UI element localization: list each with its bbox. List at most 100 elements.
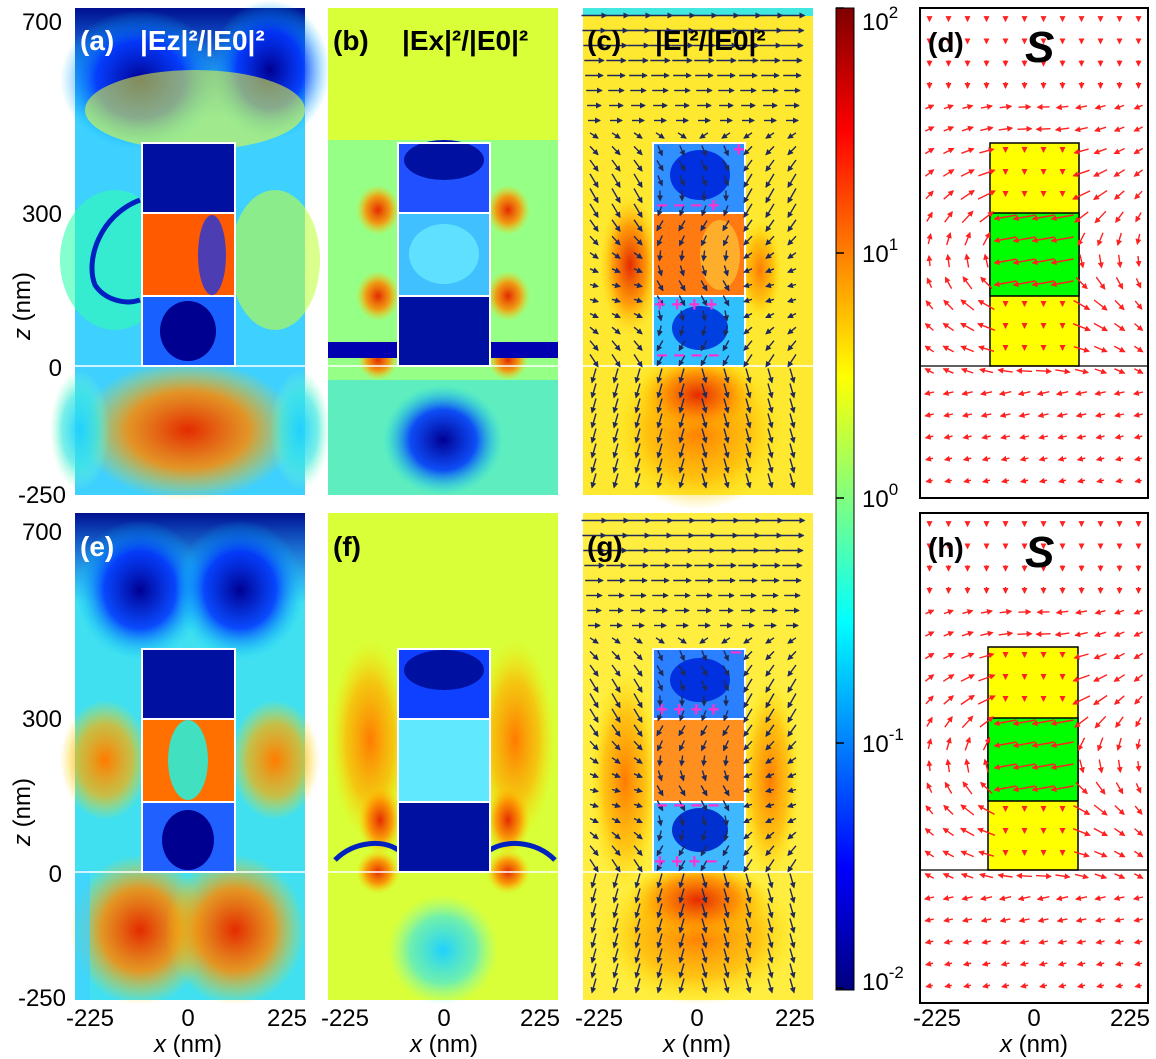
x-tick-col1-225: 225 <box>267 1005 307 1032</box>
arrows-c-arrow-310 <box>590 473 597 489</box>
arrows-d-arrow-115 <box>1050 214 1074 222</box>
x-axis-col1: -225 0 225 x (nm) <box>66 1005 307 1058</box>
arrows-c-arrow-271 <box>612 413 619 429</box>
arrows-c-arrow-281 <box>612 428 619 444</box>
arrows-h-arrow-261 <box>1096 982 1105 989</box>
arrows-d-arrow-158 <box>960 299 975 311</box>
arrows-d-arrow-75 <box>979 147 995 154</box>
arrows-c-arrow-319 <box>789 473 796 489</box>
arrows-c-arrow-314 <box>678 473 685 489</box>
arrows-g-arrow-141 <box>611 724 621 738</box>
arrows-d-arrow-180 <box>924 345 935 353</box>
arrows-h-arrow-99 <box>977 695 996 705</box>
arrows-g-arrow-120 <box>589 693 599 709</box>
charge-c-0: + <box>733 139 745 161</box>
arrows-c-arrow-250 <box>590 383 597 399</box>
arrows-d-arrow-99 <box>977 190 996 200</box>
arrows-c-arrow-118 <box>765 173 775 188</box>
arrows-g-arrow-223 <box>656 845 664 857</box>
surface-charges-c: + − − − + + + + + − − − − <box>654 139 745 367</box>
arrows-d-arrow-207 <box>980 390 993 397</box>
arrows-d-arrow-169 <box>942 322 955 332</box>
arrows-c-arrow-273 <box>656 413 663 429</box>
arrows-h-arrow-94 <box>1113 674 1126 682</box>
arrows-g-arrow-157 <box>743 740 753 751</box>
arrows-c-arrow-133 <box>657 205 663 217</box>
arrows-c-arrow-116 <box>723 175 729 187</box>
arrows-c-arrow-85 <box>699 132 709 139</box>
arrows-h-arrow-128 <box>1077 737 1086 752</box>
arrows-g-arrow-283 <box>656 933 663 949</box>
arrows-h-arrow-164 <box>1073 804 1091 816</box>
arrows-h-arrow-74 <box>961 652 975 660</box>
arrows-d-arrow-235 <box>1057 433 1068 440</box>
arrows-c-arrow-279 <box>789 413 796 429</box>
arrows-h-arrow-249 <box>1095 960 1105 967</box>
arrows-d-arrow-63 <box>980 125 994 132</box>
arrows-g-arrow-272 <box>634 918 641 934</box>
arrows-g-arrow-307 <box>745 963 752 979</box>
arrows-g-arrow-268 <box>767 903 774 919</box>
panel-title-h: S <box>1025 528 1054 577</box>
x-tick-col1-0: 0 <box>181 1005 194 1032</box>
arrows-g-arrow-302 <box>634 963 641 979</box>
arrows-h-arrow-127 <box>1050 741 1074 749</box>
arrows-g-arrow-194 <box>678 800 686 812</box>
arrows-d-arrow-225 <box>1094 412 1106 418</box>
arrows-c-arrow-201 <box>611 312 621 319</box>
arrows-h-arrow-85 <box>942 674 955 682</box>
arrows-g-arrow-288 <box>767 933 774 949</box>
arrows-g-arrow-122 <box>633 693 643 709</box>
panel-letter-a: (a) <box>80 25 114 56</box>
arrows-g-arrow-144 <box>678 725 686 737</box>
arrows-d-arrow-183 <box>978 345 995 352</box>
x-tick-col4-neg225: -225 <box>913 1005 961 1032</box>
arrows-c-arrow-170 <box>589 267 599 274</box>
arrows-h-arrow-177 <box>1093 827 1108 837</box>
arrows-c-arrow-152 <box>633 235 643 246</box>
arrows-c-arrow-270 <box>590 413 597 429</box>
colorbar-tick-0: 102 <box>862 3 898 36</box>
arrows-d-arrow-135 <box>983 253 990 268</box>
arrows-d-arrow-249 <box>1095 455 1105 462</box>
arrows-d-arrow-110 <box>961 210 974 224</box>
arrows-c-arrow-280 <box>590 428 597 444</box>
arrows-g-arrow-292 <box>634 948 641 964</box>
arrows-d-arrow-83 <box>1133 147 1144 155</box>
panel-e <box>60 513 320 1005</box>
arrows-h-arrow-216 <box>924 916 934 923</box>
arrows-g-arrow-204 <box>679 815 685 827</box>
arrows-h-arrow-166 <box>1114 804 1125 816</box>
arrows-h-arrow-181 <box>942 850 955 858</box>
arrows-d-arrow-95 <box>1133 169 1144 177</box>
arrows-c-arrow-92 <box>633 145 643 156</box>
arrows-c-arrow-184 <box>678 280 686 292</box>
x-axis-label-col2: x (nm) <box>409 1031 478 1058</box>
arrows-d-arrow-92 <box>1072 169 1090 178</box>
arrows-g-arrow-261 <box>612 903 619 919</box>
arrows-d-arrow-108 <box>926 211 933 222</box>
arrows-d-arrow-255 <box>982 477 991 484</box>
arrows-d-arrow-233 <box>1019 433 1030 440</box>
arrows-d-arrow-231 <box>981 433 991 440</box>
panel-letter-c: (c) <box>587 25 621 56</box>
arrows-c-arrow-88 <box>765 132 775 139</box>
arrows-h-arrow-145 <box>944 781 953 794</box>
arrows-g-arrow-105 <box>700 665 708 677</box>
arrows-d-arrow-147 <box>980 276 993 290</box>
arrows-h-arrow-142 <box>1116 759 1123 774</box>
arrows-g-arrow-242 <box>634 873 641 889</box>
arrows-h-arrow-226 <box>1114 916 1125 923</box>
arrows-g-arrow-241 <box>612 873 619 889</box>
arrows-d-arrow-214 <box>1113 390 1125 396</box>
arrows-h-arrow-140 <box>1079 759 1085 774</box>
arrows-g-arrow-199 <box>787 802 797 809</box>
arrows-c-arrow-127 <box>743 188 753 204</box>
panel-letter-d: (d) <box>928 27 964 58</box>
arrows-h-arrow-141 <box>1097 759 1104 774</box>
arrows-g-arrow-121 <box>611 693 621 709</box>
arrows-h-arrow-230 <box>962 938 972 945</box>
arrows-g-arrow-164 <box>679 755 685 767</box>
arrows-c-arrow-316 <box>723 473 730 489</box>
arrows-h-arrow-206 <box>961 895 973 901</box>
